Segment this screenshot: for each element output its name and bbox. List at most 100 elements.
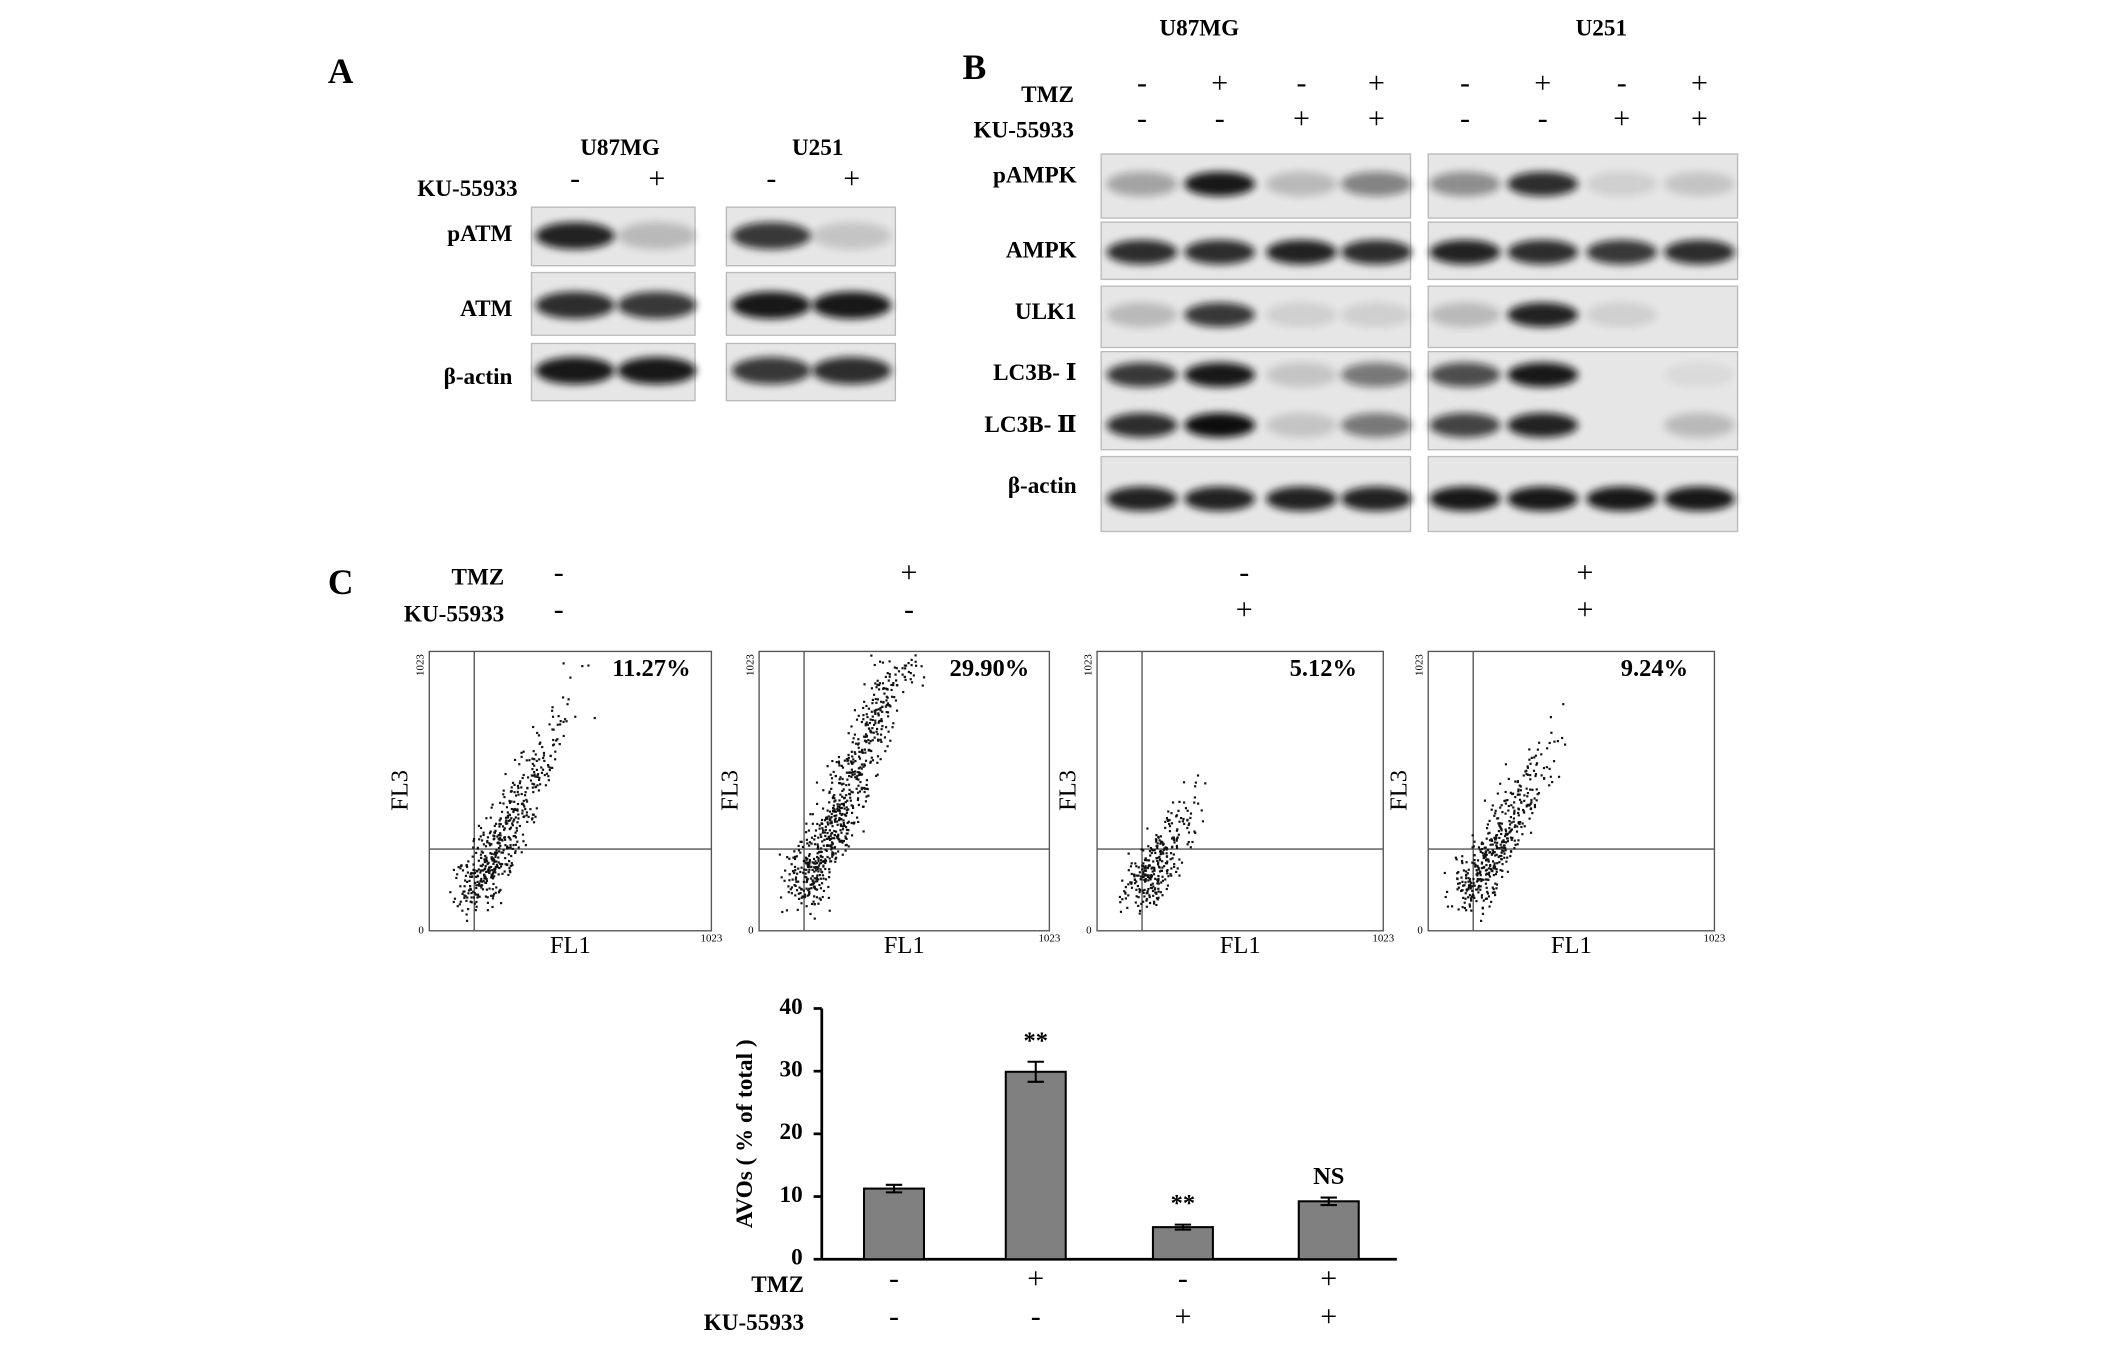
flow-dot [836, 823, 839, 826]
flow-dot [813, 838, 816, 841]
flow-dot [820, 855, 823, 858]
flow-dot [1535, 799, 1538, 802]
flow-dot [1166, 819, 1170, 823]
blot-band [1266, 171, 1337, 197]
flow-dot [516, 809, 519, 812]
flow-dot [1540, 774, 1543, 777]
flow-dot [852, 737, 855, 740]
blot-band [1106, 412, 1178, 438]
flow-dot [1493, 851, 1496, 854]
flow-dot [479, 884, 482, 887]
flow-dot [1181, 820, 1184, 823]
flow-dot [1467, 868, 1470, 871]
treatment-sign: - [766, 162, 776, 195]
flow-dot [464, 895, 467, 898]
flow-dot [509, 846, 512, 849]
flow-dot [556, 738, 559, 741]
flow-dot [517, 813, 520, 816]
flow-dot [1477, 879, 1480, 882]
flow-dot [516, 802, 520, 806]
flow-dot [836, 807, 839, 811]
flow-dot [834, 860, 837, 863]
flow-dot [832, 795, 835, 798]
flow-dot [562, 696, 565, 699]
flow-dot [475, 869, 478, 872]
flow-dot [484, 875, 487, 878]
flow-dot [1509, 816, 1513, 819]
blot-band [1429, 486, 1501, 512]
flow-dot [841, 853, 844, 856]
flow-dot [479, 856, 483, 860]
flow-dot [1176, 828, 1179, 831]
flow-dot [885, 711, 888, 714]
flow-dot [1473, 862, 1476, 865]
flow-dot [1176, 836, 1179, 839]
flow-dot [1165, 855, 1169, 858]
flow-dot [532, 750, 535, 753]
flow-dot [871, 702, 874, 705]
treatment-sign: - [1460, 67, 1470, 100]
flow-dot [1166, 818, 1169, 821]
blot-band [1184, 362, 1256, 388]
flow-dot [1165, 852, 1168, 855]
flow-dot [1520, 825, 1523, 829]
flow-dot [1143, 869, 1146, 872]
flow-dot [520, 786, 523, 789]
flow-dot [1500, 857, 1503, 861]
flow-dot [800, 840, 803, 843]
flow-dot [854, 776, 857, 779]
flow-dot [518, 782, 521, 785]
flow-dot [1138, 909, 1142, 912]
flow-dot [1485, 858, 1488, 861]
blot-band [1586, 302, 1658, 328]
flow-dot [828, 857, 831, 860]
flow-dot [485, 858, 488, 861]
flow-dot [495, 886, 498, 889]
flow-dot [794, 878, 797, 881]
flow-dot [877, 714, 880, 717]
flow-dot [494, 871, 497, 874]
flow-dot [514, 794, 518, 797]
flow-dot [1494, 873, 1498, 876]
flow-dot [811, 883, 814, 886]
flow-dot [469, 872, 472, 875]
flow-dot [830, 822, 833, 825]
flow-dot [1142, 865, 1145, 868]
blot-band [1106, 239, 1178, 265]
flow-dot [809, 883, 812, 886]
flow-dot [537, 778, 541, 781]
flow-dot [876, 698, 880, 701]
flow-dot [857, 820, 860, 824]
flow-dot [1149, 883, 1153, 886]
flow-dot [821, 827, 824, 830]
flow-dot [485, 870, 488, 874]
flow-dot [827, 823, 830, 826]
flow-dot [497, 856, 500, 859]
flow-dot [488, 887, 491, 890]
treatment-sign: + [843, 162, 860, 195]
flow-dot [842, 839, 846, 843]
flow-dot [1154, 887, 1157, 890]
flow-dot [834, 810, 838, 813]
flow-dot [1188, 822, 1191, 825]
flow-dot [855, 777, 858, 781]
flow-dot [862, 830, 865, 833]
flow-dot [493, 875, 496, 878]
flow-dot [498, 822, 501, 826]
flow-dot [793, 865, 797, 869]
flow-dot [830, 841, 834, 844]
flow-dot [558, 742, 561, 746]
flow-dot [520, 751, 523, 754]
flow-dot [817, 864, 821, 867]
flow-dot [796, 872, 799, 875]
flow-dot [531, 813, 535, 816]
flow-dot [863, 764, 867, 767]
flow-dot [839, 829, 842, 832]
flow-dot [1178, 820, 1181, 823]
flow-dot [516, 821, 519, 824]
flow-dot [921, 684, 924, 687]
flow-dot [1472, 882, 1475, 885]
flow-dot [834, 852, 837, 855]
axis-min-label: 0 [418, 924, 424, 936]
flow-dot [797, 880, 800, 883]
